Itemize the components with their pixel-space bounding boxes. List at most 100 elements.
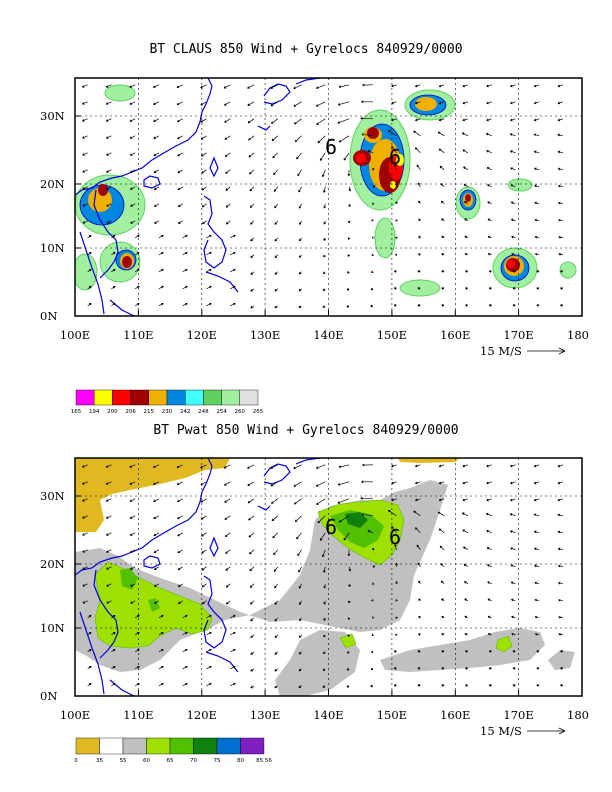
wind-vector	[441, 633, 445, 636]
wind-vector	[510, 101, 516, 105]
wind-vector	[230, 682, 236, 687]
wind-vector	[200, 515, 207, 520]
wind-vector	[248, 152, 255, 158]
wind-vector	[393, 650, 397, 653]
x-tick-label: 180	[567, 708, 589, 722]
wind-vector	[87, 234, 92, 239]
wind-vector	[158, 251, 164, 256]
wind-vector	[415, 498, 421, 502]
wind-vector	[129, 532, 136, 536]
wind-vector	[441, 287, 445, 290]
wind-vector	[415, 118, 421, 122]
y-tick-label: 20N	[40, 557, 65, 571]
wind-vector	[533, 481, 540, 485]
wind-vector	[488, 667, 492, 670]
wind-vector	[322, 305, 326, 308]
wind-vector	[158, 682, 164, 687]
colorbar-label: 215	[144, 409, 155, 415]
panel-2-title: BT Pwat 850 Wind + Gyrelocs 840929/0000	[153, 423, 459, 438]
wind-vector	[347, 617, 351, 620]
wind-vector	[394, 633, 398, 637]
wind-vector	[82, 481, 88, 485]
wind-vector	[557, 513, 564, 517]
x-tick-label: 140E	[313, 708, 343, 722]
colorbar-label: 260	[235, 409, 246, 415]
wind-vector	[337, 498, 350, 504]
wind-vector	[153, 566, 160, 570]
wind-vector	[135, 302, 140, 307]
wind-vector	[488, 684, 492, 687]
wind-vector	[441, 235, 445, 239]
wind-vector	[87, 251, 92, 256]
wind-vector	[274, 271, 279, 275]
wind-vector	[463, 201, 469, 205]
wind-vector	[177, 186, 183, 191]
wind-vector	[298, 186, 302, 193]
wind-vector	[270, 101, 278, 107]
wind-vector	[557, 118, 564, 122]
wind-vector	[418, 633, 421, 636]
wind-vector	[438, 464, 445, 468]
gyre-marker: 6	[389, 525, 401, 549]
wind-vector	[230, 631, 236, 636]
gyre-marker: 6	[325, 515, 337, 539]
wind-vector	[557, 547, 564, 551]
x-tick-label: 170E	[503, 328, 533, 342]
x-tick-label: 150E	[377, 328, 407, 342]
wind-vector	[182, 631, 188, 636]
wind-vector	[230, 665, 236, 670]
wind-vector	[248, 135, 255, 141]
wind-vector	[105, 101, 112, 105]
wind-vector	[417, 304, 421, 307]
wind-vector	[206, 631, 212, 636]
wind-vector	[206, 251, 212, 256]
wind-vector	[82, 549, 88, 553]
x-tick-label: 100E	[60, 328, 90, 342]
wind-vector	[224, 118, 231, 123]
wind-vector	[82, 532, 88, 536]
wind-vector	[461, 132, 469, 137]
wind-vector	[106, 186, 112, 190]
wind-vector	[346, 305, 350, 308]
colorbar-swatch	[99, 737, 124, 755]
wind-vector	[294, 515, 302, 523]
colorbar-swatch	[216, 737, 241, 755]
wind-vector	[346, 288, 350, 291]
wind-vector	[417, 684, 421, 687]
wind-vector	[487, 632, 492, 636]
wind-vector	[200, 101, 207, 106]
wind-vector	[206, 285, 212, 290]
wind-vector	[274, 288, 279, 292]
wind-vector	[201, 583, 207, 588]
wind-vector	[298, 271, 302, 275]
wind-vector	[153, 84, 160, 88]
wind-vector	[111, 234, 116, 239]
wind-vector	[487, 564, 492, 568]
wind-vector	[438, 498, 445, 502]
wind-vector	[323, 237, 327, 241]
wind-vector	[135, 665, 140, 670]
wind-vector	[371, 218, 374, 222]
wind-vector	[299, 617, 302, 622]
colorbar-swatch	[239, 389, 259, 406]
wind-vector	[200, 84, 207, 89]
wind-vector	[272, 152, 279, 159]
wind-vector	[294, 135, 302, 143]
colorbar-label: 70	[190, 758, 197, 764]
wind-vector	[487, 581, 492, 585]
wind-vector	[200, 481, 207, 486]
wind-vector	[129, 152, 136, 156]
wind-vector	[105, 118, 112, 122]
wind-vector	[270, 118, 279, 124]
colorbar-label: 35	[96, 758, 103, 764]
wind-vector	[441, 598, 445, 602]
wind-scale-label: 15 M/S	[480, 344, 522, 358]
wind-vector	[371, 270, 374, 274]
wind-vector	[441, 684, 445, 687]
wind-vector	[299, 600, 302, 605]
wind-vector	[105, 498, 112, 502]
wind-vector	[177, 583, 183, 588]
wind-vector	[153, 186, 160, 190]
wind-vector	[440, 563, 445, 568]
wind-vector	[558, 235, 564, 239]
